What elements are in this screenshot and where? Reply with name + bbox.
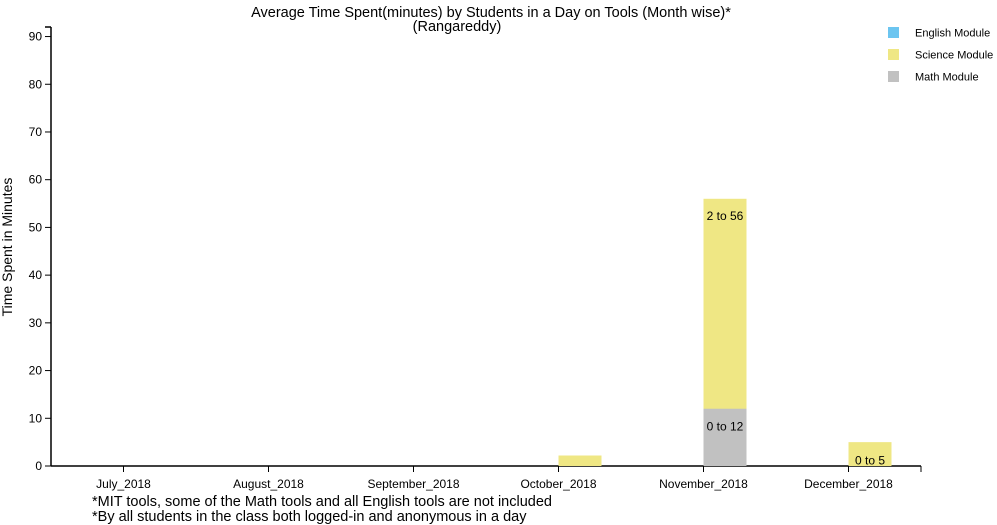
bar-data-label: 2 to 56 (707, 209, 744, 223)
footnote-1: *MIT tools, some of the Math tools and a… (92, 494, 552, 510)
y-tick-label: 30 (29, 316, 43, 330)
bars (558, 198, 892, 466)
x-tick-label: September_2018 (367, 477, 459, 491)
x-tick-label: October_2018 (520, 477, 596, 491)
bar-data-label: 0 to 5 (855, 454, 885, 468)
legend: English Module Science Module Math Module (888, 27, 993, 84)
x-tick-label: December_2018 (804, 477, 893, 491)
y-tick-label: 20 (29, 364, 43, 378)
bar-science-module (848, 442, 892, 466)
y-tick-label: 0 (35, 459, 42, 473)
y-tick-label: 80 (29, 77, 43, 91)
bar-science-module (558, 455, 602, 466)
footnote-2: *By all students in the class both logge… (92, 509, 527, 525)
y-tick-label: 90 (29, 30, 43, 44)
legend-swatch (888, 27, 899, 38)
legend-label: Math Module (915, 72, 979, 84)
y-tick-label: 70 (29, 125, 43, 139)
y-tick-label: 60 (29, 173, 43, 187)
legend-swatch (888, 49, 899, 60)
chart-title-line2: (Rangareddy) (413, 19, 502, 35)
legend-swatch (888, 71, 899, 82)
bar-data-label: 0 to 12 (707, 420, 744, 434)
x-tick-label: July_2018 (96, 477, 151, 491)
x-axis: July_2018 August_2018 September_2018 Octobe… (51, 465, 922, 491)
legend-label: English Module (915, 28, 990, 40)
legend-label: Science Module (915, 50, 993, 62)
bar-labels: 2 to 56 0 to 12 0 to 5 (707, 209, 886, 468)
chart-title-line1: Average Time Spent(minutes) by Students … (251, 5, 731, 21)
y-tick-label: 40 (29, 268, 43, 282)
bar-math-module (703, 408, 747, 466)
y-tick-label: 50 (29, 220, 43, 234)
y-tick-label: 10 (29, 411, 43, 425)
x-tick-label: November_2018 (659, 477, 748, 491)
x-tick-label: August_2018 (233, 477, 304, 491)
y-axis: 0 10 20 30 40 50 60 70 80 90 (29, 26, 52, 473)
y-axis-label: Time Spent in Minutes (0, 178, 15, 317)
